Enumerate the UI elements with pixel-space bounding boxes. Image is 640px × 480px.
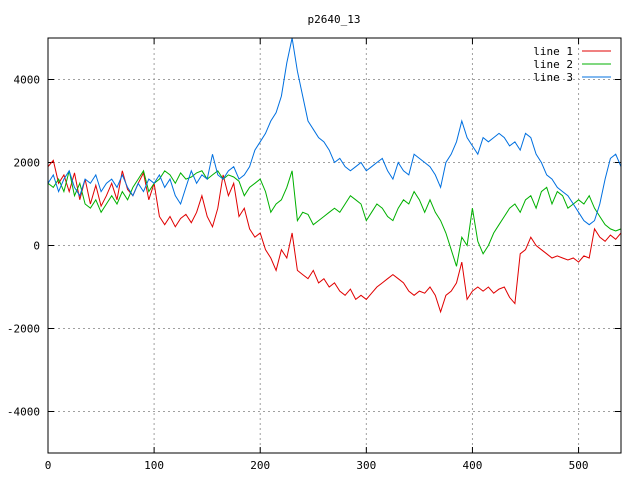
series-line-3 — [48, 38, 621, 226]
legend-label-1: line 1 — [533, 45, 573, 58]
y-tick-label: 4000 — [14, 74, 41, 87]
x-tick-label: 0 — [45, 459, 52, 472]
plot-frame — [47, 37, 622, 454]
series-line-1 — [48, 159, 621, 314]
x-tick-label: 100 — [144, 459, 164, 472]
legend-label-3: line 3 — [533, 71, 573, 84]
grid — [48, 38, 621, 453]
x-tick-label: 400 — [463, 459, 483, 472]
legend-label-2: line 2 — [533, 58, 573, 71]
y-tick-label: -4000 — [7, 406, 40, 419]
chart-title: p2640_13 — [308, 13, 361, 26]
x-tick-label: 500 — [569, 459, 589, 472]
y-tick-label: 0 — [33, 240, 40, 253]
y-tick-label: -2000 — [7, 323, 40, 336]
series-line-2 — [48, 169, 621, 267]
tick-labels: 0 100 200 300 400 500 -4000 -2000 0 2000 4000 — [7, 74, 589, 473]
series-group — [48, 38, 621, 314]
x-tick-label: 200 — [250, 459, 270, 472]
y-tick-label: 2000 — [14, 157, 41, 170]
x-tick-label: 300 — [356, 459, 376, 472]
